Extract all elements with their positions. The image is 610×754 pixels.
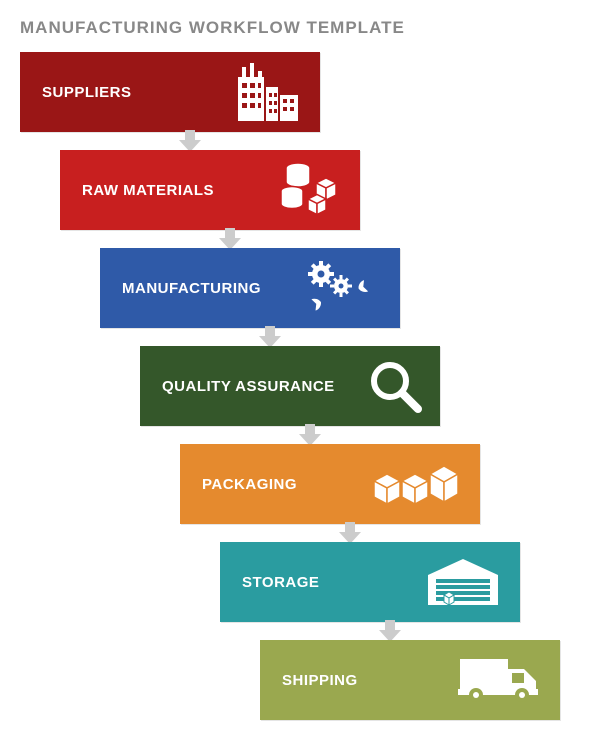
boxes-icon <box>372 460 462 508</box>
truck-icon <box>458 655 542 705</box>
workflow-step-raw-materials: RAW MATERIALS <box>60 150 360 230</box>
barrels-boxes-icon <box>272 161 342 219</box>
page-title: MANUFACTURING WORKFLOW TEMPLATE <box>20 18 405 38</box>
workflow-step-manufacturing: MANUFACTURING <box>100 248 400 328</box>
workflow-step-storage: STORAGE <box>220 542 520 622</box>
step-label: MANUFACTURING <box>122 280 261 297</box>
step-label: PACKAGING <box>202 476 297 493</box>
buildings-icon <box>232 63 302 121</box>
warehouse-icon <box>424 555 502 609</box>
step-label: RAW MATERIALS <box>82 182 214 199</box>
workflow-step-shipping: SHIPPING <box>260 640 560 720</box>
gears-wrench-icon <box>308 261 382 315</box>
magnifier-icon <box>368 359 422 413</box>
step-label: QUALITY ASSURANCE <box>162 378 335 395</box>
step-label: SHIPPING <box>282 672 358 689</box>
workflow-step-quality-assurance: QUALITY ASSURANCE <box>140 346 440 426</box>
step-label: SUPPLIERS <box>42 84 132 101</box>
workflow-step-suppliers: SUPPLIERS <box>20 52 320 132</box>
step-label: STORAGE <box>242 574 319 591</box>
workflow-step-packaging: PACKAGING <box>180 444 480 524</box>
